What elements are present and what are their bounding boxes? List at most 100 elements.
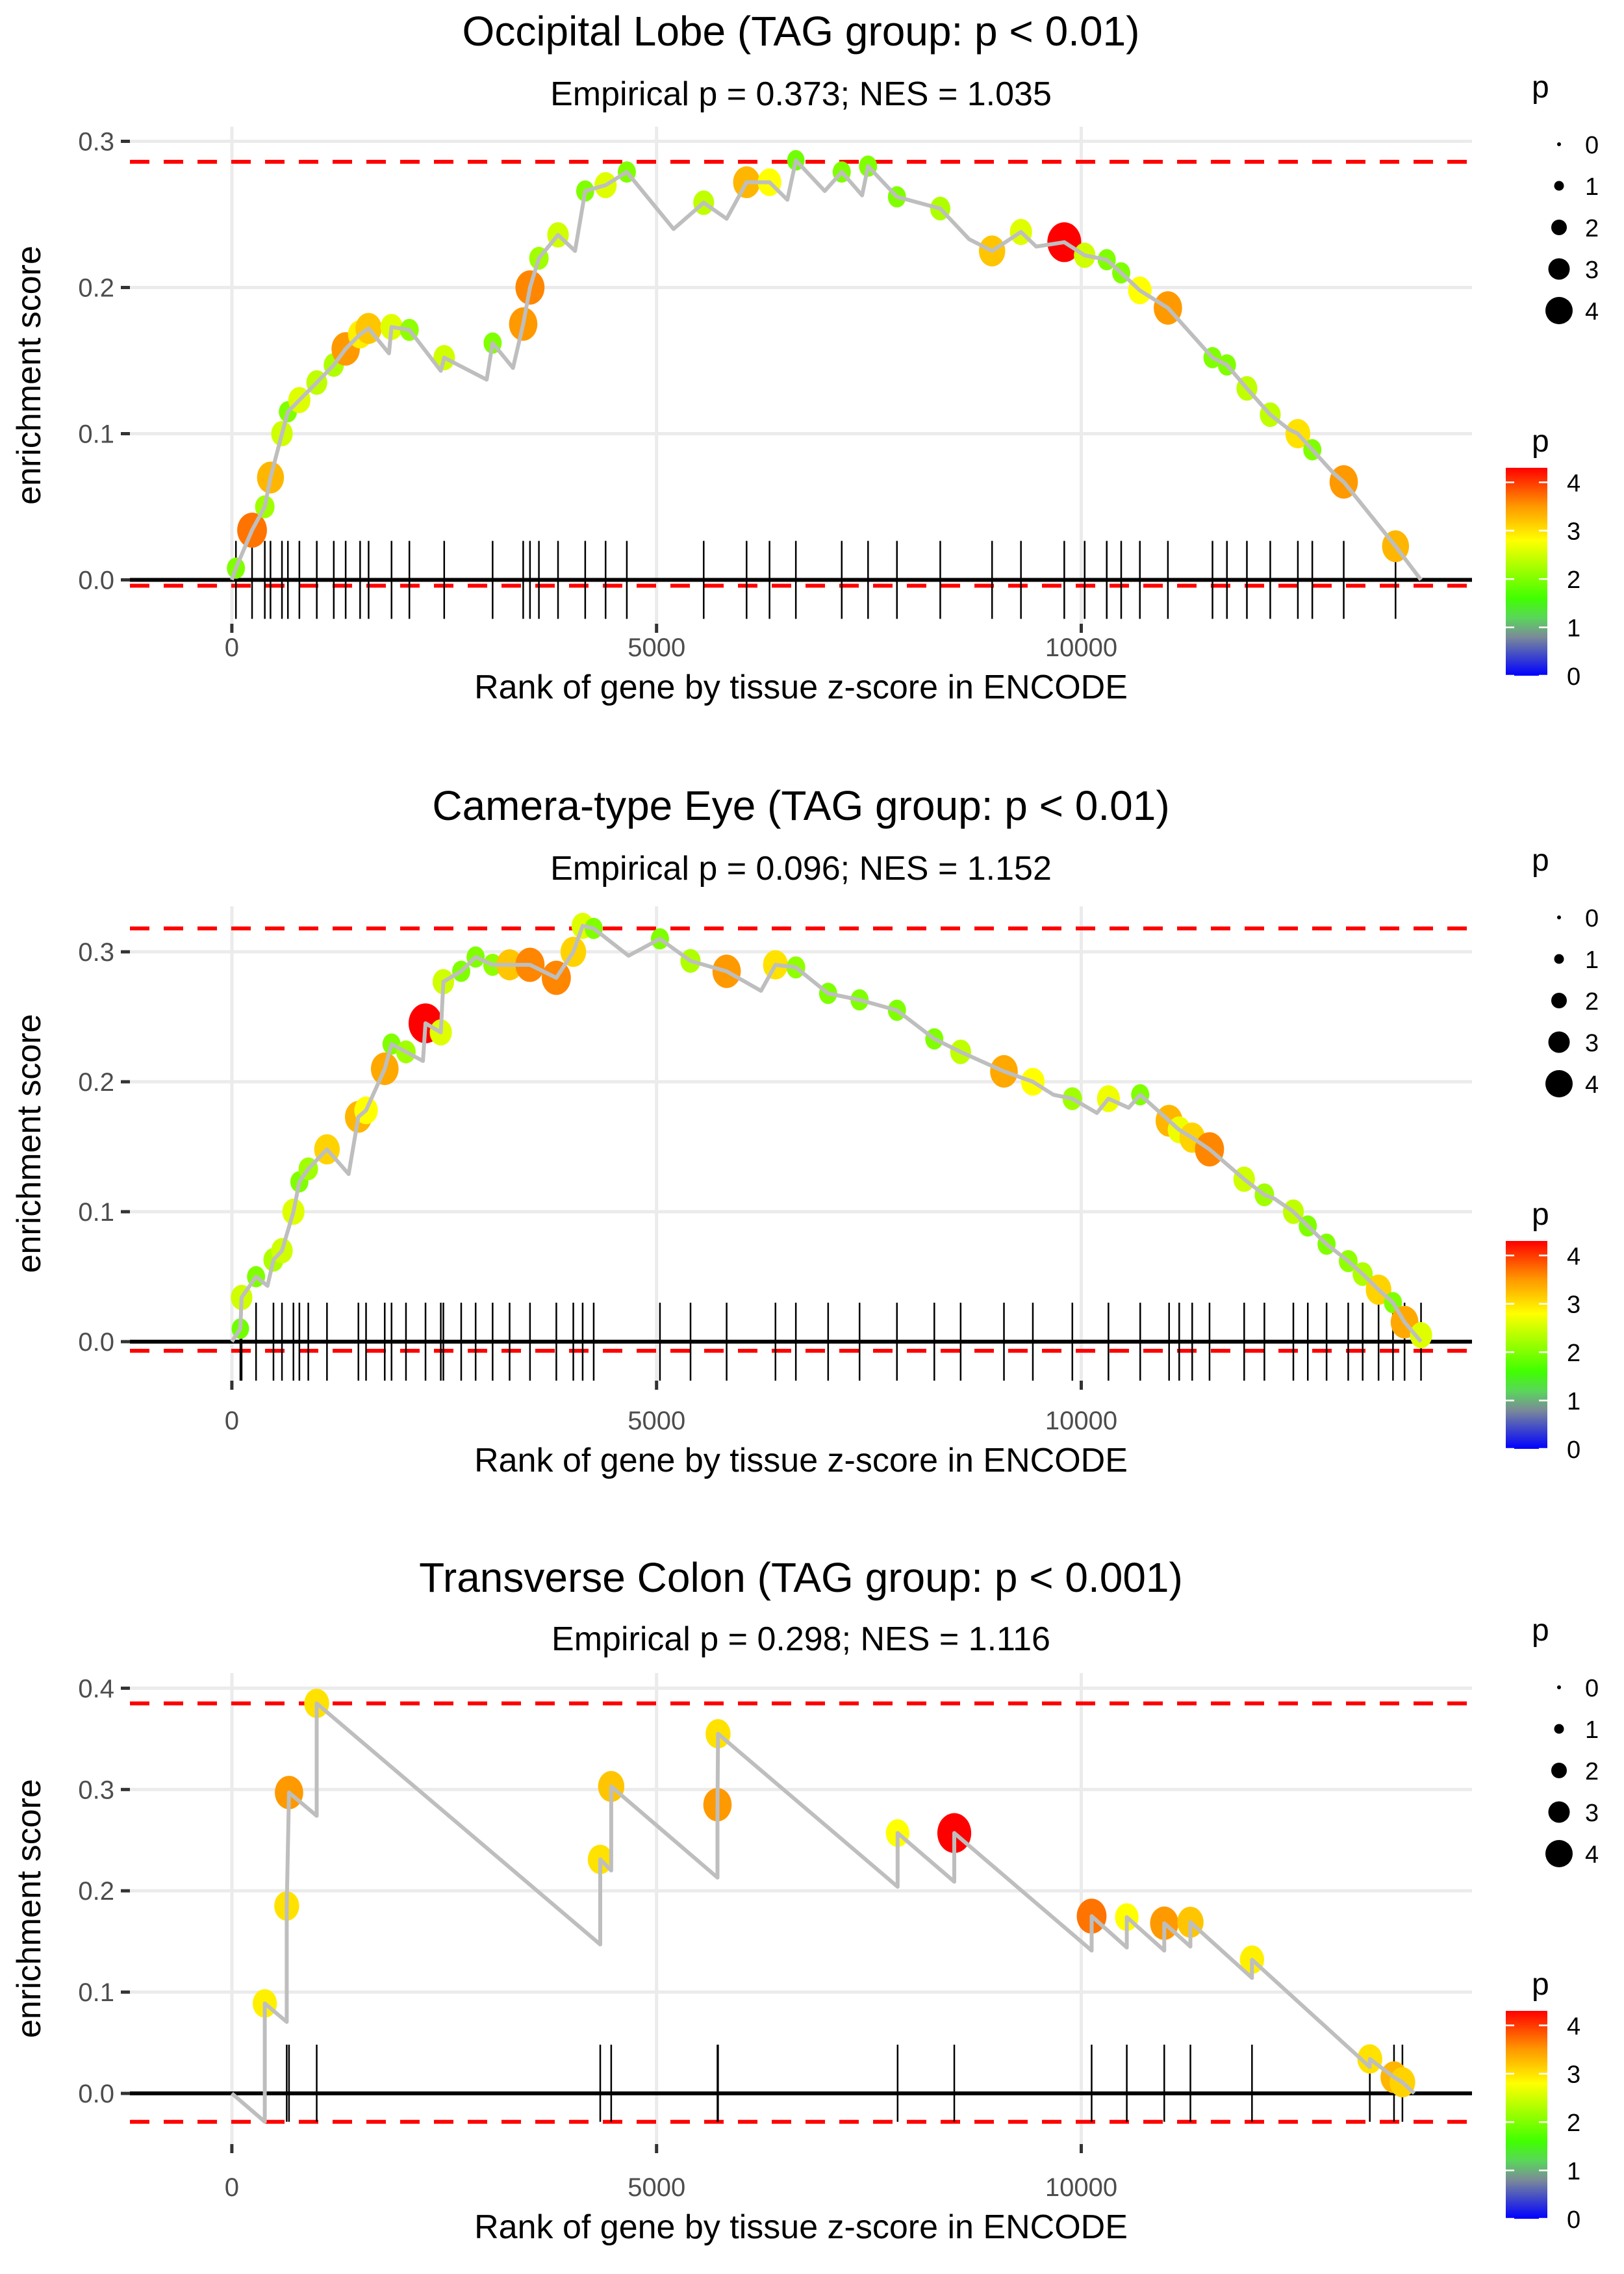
colorbar-label: 2 <box>1567 2110 1580 2137</box>
size-legend-dot <box>1551 993 1567 1008</box>
size-legend-dot <box>1548 258 1570 280</box>
size-legend-dot <box>1545 1070 1573 1097</box>
color-legend-title: p <box>1532 1967 1549 2002</box>
size-legend-dot <box>1557 1685 1561 1689</box>
chart-title: Camera-type Eye (TAG group: p < 0.01) <box>432 782 1169 829</box>
chart-subtitle: Empirical p = 0.298; NES = 1.116 <box>552 1620 1050 1658</box>
color-legend: p 0 1 2 3 4 <box>1506 1197 1580 1464</box>
y-tick-label: 0.4 <box>78 1674 114 1703</box>
x-axis-title: Rank of gene by tissue z-score in ENCODE <box>474 2208 1128 2246</box>
size-legend: p 0 1 2 3 4 <box>1532 1613 1599 1869</box>
size-legend-label: 0 <box>1585 132 1599 159</box>
size-legend-label: 4 <box>1585 1071 1599 1099</box>
size-legend: p 0 1 2 3 4 <box>1532 70 1599 326</box>
colorbar-label: 0 <box>1567 663 1580 691</box>
size-legend-label: 2 <box>1585 215 1599 242</box>
colorbar-label: 3 <box>1567 1292 1580 1319</box>
size-legend-dot <box>1545 297 1573 324</box>
size-legend-dot <box>1554 1724 1564 1734</box>
x-tick-label: 10000 <box>1045 2173 1117 2202</box>
x-tick-label: 10000 <box>1045 1407 1117 1435</box>
size-legend-label: 0 <box>1585 1675 1599 1702</box>
x-axis-title: Rank of gene by tissue z-score in ENCODE <box>474 1442 1128 1479</box>
y-axis-title: enrichment score <box>10 246 48 505</box>
size-legend-dot <box>1554 181 1564 191</box>
color-legend-title: p <box>1532 424 1549 459</box>
size-legend-label: 1 <box>1585 1717 1599 1744</box>
chart-title: Occipital Lobe (TAG group: p < 0.01) <box>463 8 1140 55</box>
chart-subtitle: Empirical p = 0.096; NES = 1.152 <box>550 850 1052 888</box>
size-legend-title: p <box>1532 843 1549 878</box>
size-legend-label: 2 <box>1585 1758 1599 1785</box>
x-tick-label: 5000 <box>628 1407 685 1435</box>
size-legend-label: 3 <box>1585 1800 1599 1827</box>
y-tick-label: 0.3 <box>78 1776 114 1804</box>
size-legend-label: 4 <box>1585 1841 1599 1869</box>
colorbar-label: 2 <box>1567 1340 1580 1367</box>
y-axis-title: enrichment score <box>10 1014 48 1273</box>
colorbar-label: 4 <box>1567 1243 1580 1270</box>
size-legend-label: 3 <box>1585 1030 1599 1057</box>
colorbar-label: 3 <box>1567 518 1580 546</box>
size-legend-dot <box>1557 915 1561 919</box>
y-tick-label: 0.2 <box>78 1877 114 1906</box>
running-es-line <box>230 1701 1416 2124</box>
y-tick-label: 0.1 <box>78 1978 114 2007</box>
size-legend-title: p <box>1532 70 1549 105</box>
colorbar-label: 1 <box>1567 615 1580 643</box>
size-legend-label: 1 <box>1585 947 1599 974</box>
size-legend-dot <box>1551 220 1567 235</box>
chart-subtitle: Empirical p = 0.373; NES = 1.035 <box>550 75 1052 113</box>
y-tick-label: 0.0 <box>78 567 114 595</box>
x-tick-label: 0 <box>225 633 239 662</box>
y-tick-label: 0.3 <box>78 128 114 157</box>
x-tick-label: 10000 <box>1045 633 1117 662</box>
colorbar-label: 4 <box>1567 470 1580 497</box>
panel-1: Occipital Lobe (TAG group: p < 0.01) Empi… <box>10 8 1599 706</box>
size-legend: p 0 1 2 3 4 <box>1532 843 1599 1099</box>
y-tick-label: 0.1 <box>78 420 114 449</box>
x-axis-title: Rank of gene by tissue z-score in ENCODE <box>474 669 1128 706</box>
y-tick-label: 0.0 <box>78 1328 114 1357</box>
running-es-line <box>230 158 1423 581</box>
size-legend-label: 3 <box>1585 257 1599 284</box>
size-legend-dot <box>1548 1031 1570 1053</box>
size-legend-dot <box>1557 142 1561 146</box>
y-tick-label: 0.2 <box>78 1068 114 1097</box>
y-tick-label: 0.1 <box>78 1198 114 1227</box>
colorbar-label: 1 <box>1567 1388 1580 1416</box>
colorbar-label: 4 <box>1567 2013 1580 2040</box>
y-axis-title: enrichment score <box>10 1779 48 2038</box>
size-legend-dot <box>1548 1801 1570 1823</box>
gene-point <box>1410 1322 1432 1349</box>
x-tick-label: 0 <box>225 1407 239 1435</box>
x-tick-label: 5000 <box>628 633 685 662</box>
y-tick-label: 0.3 <box>78 938 114 967</box>
size-legend-dot <box>1551 1763 1567 1778</box>
size-legend-dot <box>1545 1840 1573 1867</box>
size-legend-title: p <box>1532 1613 1549 1648</box>
panel-3: Transverse Colon (TAG group: p < 0.001) E… <box>10 1554 1599 2246</box>
colorbar <box>1506 468 1547 676</box>
colorbar <box>1506 1241 1547 1449</box>
size-legend-label: 0 <box>1585 905 1599 932</box>
x-tick-label: 5000 <box>628 2173 685 2202</box>
colorbar-label: 0 <box>1567 2206 1580 2234</box>
chart-title: Transverse Colon (TAG group: p < 0.001) <box>419 1554 1183 1601</box>
colorbar <box>1506 2011 1547 2219</box>
colorbar-label: 2 <box>1567 567 1580 594</box>
colorbar-label: 3 <box>1567 2062 1580 2089</box>
running-es-line <box>230 924 1423 1343</box>
x-tick-label: 0 <box>225 2173 239 2202</box>
colorbar-label: 1 <box>1567 2158 1580 2186</box>
colorbar-label: 0 <box>1567 1437 1580 1464</box>
color-legend: p 0 1 2 3 4 <box>1506 424 1580 691</box>
size-legend-dot <box>1554 954 1564 964</box>
size-legend-label: 1 <box>1585 173 1599 201</box>
color-legend: p 0 1 2 3 4 <box>1506 1967 1580 2234</box>
size-legend-label: 4 <box>1585 298 1599 326</box>
size-legend-label: 2 <box>1585 988 1599 1016</box>
color-legend-title: p <box>1532 1197 1549 1232</box>
panel-2: Camera-type Eye (TAG group: p < 0.01) Emp… <box>10 782 1599 1479</box>
